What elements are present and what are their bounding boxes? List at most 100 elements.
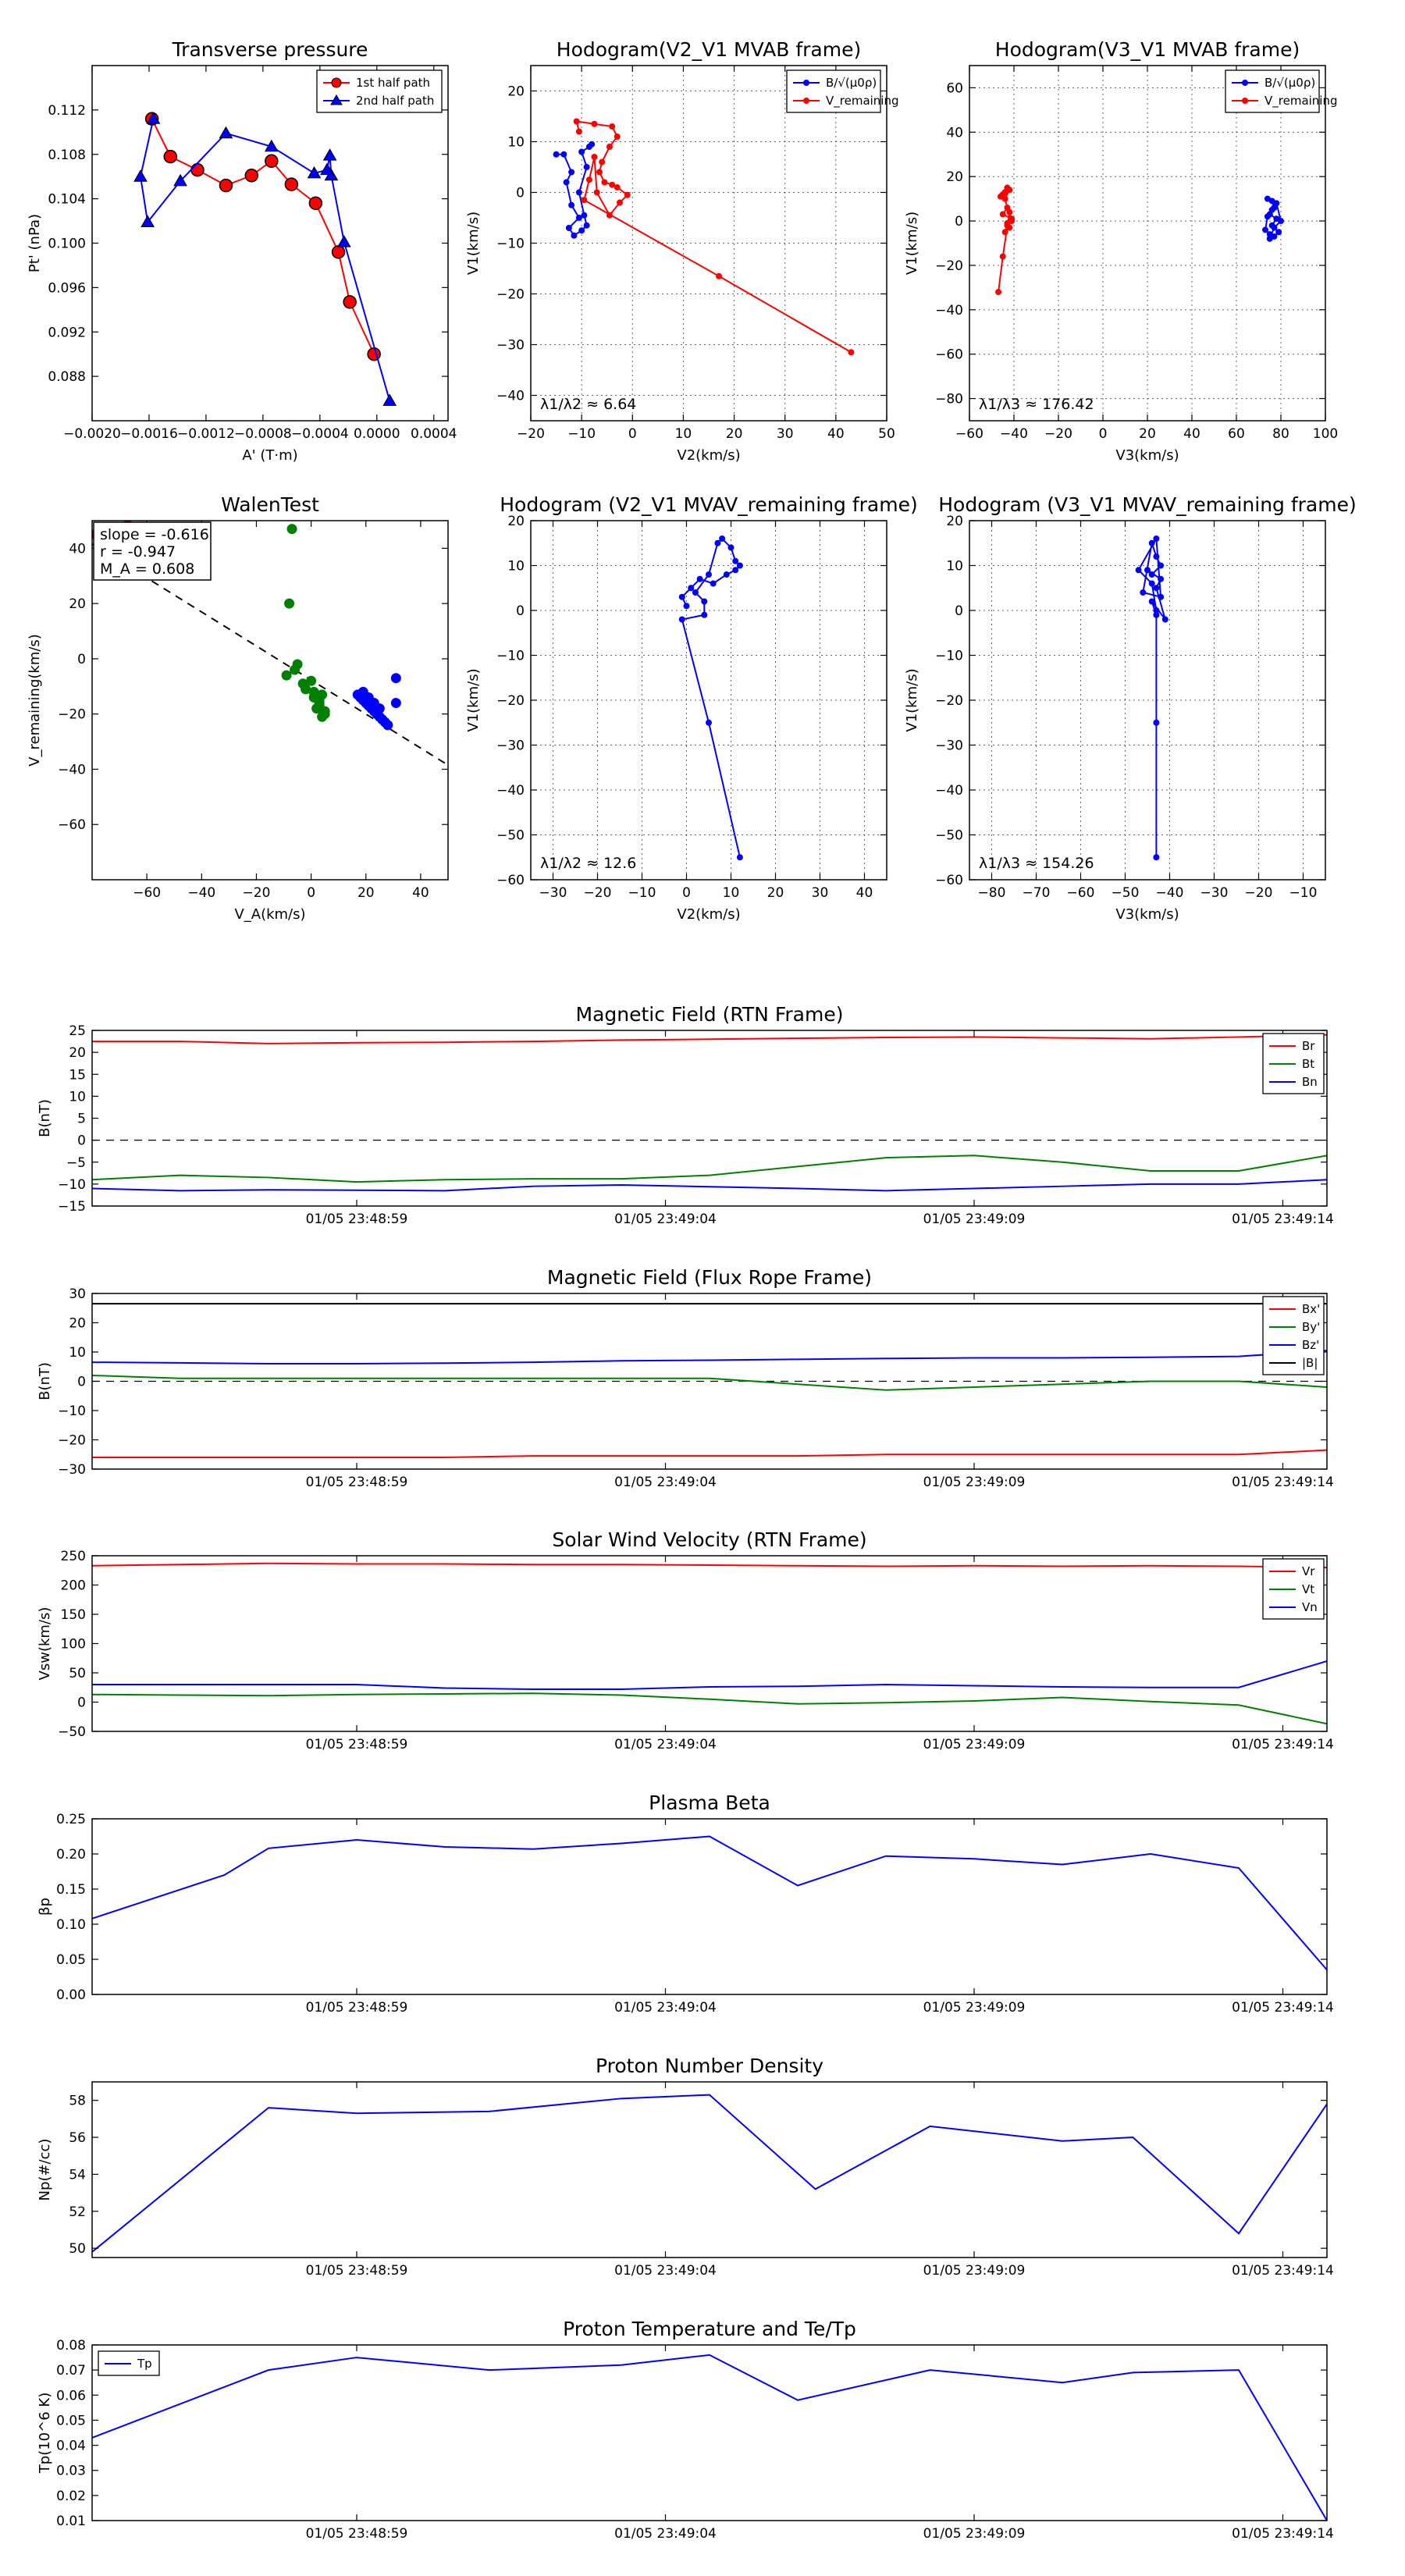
data-point	[343, 295, 357, 309]
x-tick-label: 01/05 23:48:59	[306, 1737, 408, 1752]
x-tick-label: 01/05 23:48:59	[306, 2526, 408, 2542]
y-tick-label: 20	[946, 514, 963, 529]
data-point	[219, 126, 233, 139]
data-point	[308, 692, 319, 703]
data-point	[999, 211, 1006, 218]
data-point	[848, 349, 855, 356]
x-tick-label: 0	[682, 885, 691, 901]
series-line-Bt	[92, 1155, 1327, 1183]
x-tick-label: 01/05 23:49:04	[614, 2263, 717, 2279]
y-tick-label: 20	[69, 1045, 86, 1061]
y-axis-label: Pt' (nPa)	[27, 214, 43, 272]
data-point	[284, 598, 295, 609]
data-point	[578, 148, 585, 155]
data-point	[264, 139, 279, 152]
legend-label: Bn	[1302, 1075, 1318, 1089]
y-tick-label: −20	[496, 693, 525, 709]
axes-frame	[91, 2344, 1328, 2521]
data-point	[284, 177, 299, 191]
stats-line: slope = -0.616	[100, 526, 209, 543]
stats-box	[93, 521, 212, 581]
data-point	[382, 393, 397, 406]
x-tick-label: 30	[812, 885, 829, 901]
annotation-text: λ1/λ2 ≈ 12.6	[540, 855, 636, 872]
plot-area	[92, 1562, 1327, 1725]
data-point	[1148, 571, 1155, 578]
y-tick-label: 0	[516, 603, 525, 619]
x-tick-label: 01/05 23:48:59	[306, 1212, 408, 1227]
x-tick-label: 01/05 23:49:14	[1232, 1475, 1334, 1490]
y-axis-label: V1(km/s)	[465, 212, 482, 275]
legend-label: Bt	[1302, 1057, 1314, 1071]
data-point	[571, 232, 578, 239]
data-point	[606, 144, 613, 150]
x-tick-label: 01/05 23:49:04	[614, 2526, 717, 2542]
y-tick-label: −10	[58, 1177, 86, 1193]
y-tick-label: −20	[935, 258, 963, 274]
data-point	[585, 176, 592, 183]
axes-frame	[969, 65, 1326, 422]
x-axis-label: V3(km/s)	[1115, 906, 1179, 923]
y-axis-label: Tp(10^6 K)	[37, 2393, 53, 2474]
y-tick-label: 20	[507, 514, 525, 529]
y-tick-label: 20	[946, 169, 963, 185]
x-tick-label: −60	[1067, 885, 1095, 901]
x-tick-label: −20	[1044, 426, 1072, 442]
x-tick-label: 01/05 23:49:04	[614, 1737, 717, 1752]
series-line-Bn	[92, 1179, 1327, 1192]
x-axis-label: V3(km/s)	[1115, 447, 1179, 464]
data-point	[688, 585, 695, 592]
y-tick-label: 58	[69, 2094, 86, 2109]
y-tick-label: 40	[69, 541, 86, 557]
chart-hodogram_v3_v1_mvav: Hodogram (V3_V1 MVAV_remaining frame) −80…	[904, 493, 1357, 923]
data-point	[1158, 593, 1165, 600]
y-tick-label: 0.096	[48, 280, 86, 296]
chart-title: Hodogram(V2_V1 MVAB frame)	[557, 38, 861, 61]
y-tick-label: 0.01	[56, 2514, 86, 2529]
y-tick-label: 40	[946, 125, 963, 141]
data-point	[573, 118, 580, 125]
y-tick-label: 0	[516, 186, 525, 201]
plot-area	[995, 184, 1284, 296]
data-point	[553, 151, 560, 158]
y-tick-label: 150	[61, 1607, 86, 1623]
y-tick-label: 50	[69, 2241, 86, 2257]
y-tick-label: −80	[935, 392, 963, 407]
x-tick-label: 01/05 23:49:14	[1232, 2263, 1334, 2279]
data-point	[678, 593, 685, 600]
plot-area	[553, 118, 855, 356]
x-tick-label: 01/05 23:49:09	[923, 2263, 1026, 2279]
data-point	[219, 178, 233, 193]
y-tick-label: 20	[69, 596, 86, 612]
x-tick-label: 01/05 23:49:04	[614, 2000, 717, 2016]
y-axis-label: βp	[37, 1898, 53, 1916]
data-point	[1148, 580, 1155, 587]
legend-label: V_remaining	[826, 94, 899, 109]
data-point	[692, 589, 699, 596]
x-tick-label: 01/05 23:49:09	[923, 1737, 1026, 1752]
data-point	[581, 212, 588, 219]
x-tick-label: 80	[1272, 426, 1289, 442]
x-tick-label: −30	[539, 885, 567, 901]
x-tick-label: −0.0004	[291, 426, 349, 442]
y-tick-label: 0.100	[48, 237, 86, 252]
x-tick-label: 01/05 23:49:14	[1232, 1212, 1334, 1227]
data-point	[173, 173, 187, 187]
data-point	[727, 544, 735, 551]
axes-frame	[91, 1555, 1328, 1732]
y-tick-label: −20	[58, 707, 86, 723]
data-point	[1008, 218, 1016, 225]
axes-frame	[91, 1030, 1328, 1207]
y-tick-label: −40	[496, 783, 525, 799]
x-tick-label: 40	[856, 885, 873, 901]
x-tick-label: 40	[412, 885, 429, 901]
y-tick-label: 54	[69, 2167, 86, 2183]
data-point	[593, 189, 600, 196]
series-line-Tp	[92, 2354, 1327, 2521]
data-point	[1273, 200, 1280, 207]
x-tick-label: 10	[723, 885, 740, 901]
data-point	[314, 700, 325, 711]
series-line-V_remaining	[998, 187, 1013, 293]
chart-title: Plasma Beta	[649, 1791, 770, 1814]
